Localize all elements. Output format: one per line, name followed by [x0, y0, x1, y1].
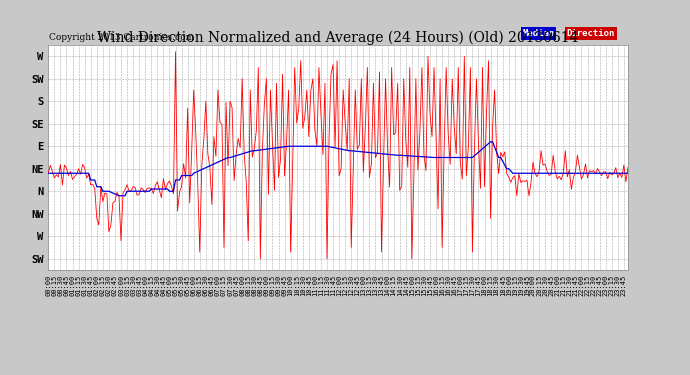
Title: Wind Direction Normalized and Average (24 Hours) (Old) 20130614: Wind Direction Normalized and Average (2…	[97, 31, 579, 45]
Text: Copyright 2013 Cartronics.com: Copyright 2013 Cartronics.com	[49, 33, 194, 42]
Text: Median: Median	[522, 29, 555, 38]
Text: Direction: Direction	[566, 29, 615, 38]
